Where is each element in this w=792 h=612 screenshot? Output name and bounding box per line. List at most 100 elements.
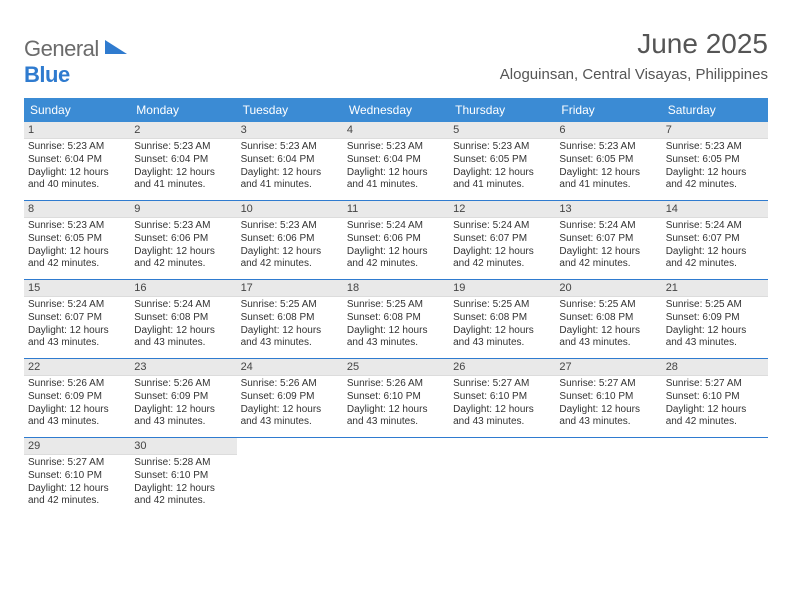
day-dl2: and 41 minutes. [559, 179, 657, 192]
day-sunrise: Sunrise: 5:23 AM [241, 141, 339, 154]
day-dl2: and 42 minutes. [453, 258, 551, 271]
day-body: Sunrise: 5:23 AMSunset: 6:06 PMDaylight:… [237, 218, 343, 276]
day-sunrise: Sunrise: 5:28 AM [134, 457, 232, 470]
day-sunset: Sunset: 6:06 PM [134, 233, 232, 246]
day-sunrise: Sunrise: 5:23 AM [28, 220, 126, 233]
day-number: 16 [130, 280, 236, 297]
day-dl1: Daylight: 12 hours [453, 246, 551, 259]
day-dl1: Daylight: 12 hours [241, 325, 339, 338]
day-sunset: Sunset: 6:07 PM [28, 312, 126, 325]
day-body: Sunrise: 5:25 AMSunset: 6:08 PMDaylight:… [343, 297, 449, 355]
day-dl1: Daylight: 12 hours [28, 246, 126, 259]
day-sunset: Sunset: 6:08 PM [241, 312, 339, 325]
day-number: 11 [343, 201, 449, 218]
day-number: 1 [24, 122, 130, 139]
day-sunset: Sunset: 6:08 PM [347, 312, 445, 325]
day-cell: 29Sunrise: 5:27 AMSunset: 6:10 PMDayligh… [24, 438, 130, 516]
day-body: Sunrise: 5:27 AMSunset: 6:10 PMDaylight:… [662, 376, 768, 434]
day-sunrise: Sunrise: 5:25 AM [559, 299, 657, 312]
day-body: Sunrise: 5:24 AMSunset: 6:08 PMDaylight:… [130, 297, 236, 355]
day-sunrise: Sunrise: 5:24 AM [134, 299, 232, 312]
day-number: 12 [449, 201, 555, 218]
day-sunset: Sunset: 6:10 PM [666, 391, 764, 404]
dayhead-friday: Friday [555, 98, 661, 122]
day-body: Sunrise: 5:28 AMSunset: 6:10 PMDaylight:… [130, 455, 236, 513]
week-row: 1Sunrise: 5:23 AMSunset: 6:04 PMDaylight… [24, 122, 768, 201]
day-sunrise: Sunrise: 5:25 AM [241, 299, 339, 312]
day-sunrise: Sunrise: 5:23 AM [453, 141, 551, 154]
day-sunrise: Sunrise: 5:23 AM [28, 141, 126, 154]
page: General Blue June 2025 Aloguinsan, Centr… [0, 0, 792, 536]
day-dl1: Daylight: 12 hours [28, 483, 126, 496]
day-sunset: Sunset: 6:10 PM [134, 470, 232, 483]
day-dl1: Daylight: 12 hours [559, 246, 657, 259]
day-number: 27 [555, 359, 661, 376]
day-number: 29 [24, 438, 130, 455]
day-cell: 11Sunrise: 5:24 AMSunset: 6:06 PMDayligh… [343, 201, 449, 279]
day-sunrise: Sunrise: 5:23 AM [134, 220, 232, 233]
day-body: Sunrise: 5:26 AMSunset: 6:09 PMDaylight:… [24, 376, 130, 434]
day-number: 10 [237, 201, 343, 218]
day-sunset: Sunset: 6:05 PM [453, 154, 551, 167]
day-body: Sunrise: 5:25 AMSunset: 6:08 PMDaylight:… [449, 297, 555, 355]
day-number: 7 [662, 122, 768, 139]
day-dl1: Daylight: 12 hours [134, 246, 232, 259]
day-cell: 7Sunrise: 5:23 AMSunset: 6:05 PMDaylight… [662, 122, 768, 200]
brand-word-1: General [24, 36, 99, 61]
day-body: Sunrise: 5:23 AMSunset: 6:05 PMDaylight:… [24, 218, 130, 276]
day-dl2: and 42 minutes. [559, 258, 657, 271]
day-sunset: Sunset: 6:09 PM [241, 391, 339, 404]
day-number: 2 [130, 122, 236, 139]
day-dl2: and 42 minutes. [347, 258, 445, 271]
day-dl2: and 42 minutes. [134, 495, 232, 508]
page-title: June 2025 [500, 28, 768, 60]
day-dl1: Daylight: 12 hours [28, 167, 126, 180]
day-cell: 25Sunrise: 5:26 AMSunset: 6:10 PMDayligh… [343, 359, 449, 437]
day-cell: 27Sunrise: 5:27 AMSunset: 6:10 PMDayligh… [555, 359, 661, 437]
day-body: Sunrise: 5:23 AMSunset: 6:04 PMDaylight:… [237, 139, 343, 197]
day-sunrise: Sunrise: 5:23 AM [559, 141, 657, 154]
day-cell: 9Sunrise: 5:23 AMSunset: 6:06 PMDaylight… [130, 201, 236, 279]
day-sunset: Sunset: 6:07 PM [453, 233, 551, 246]
day-dl2: and 43 minutes. [28, 337, 126, 350]
day-number: 13 [555, 201, 661, 218]
page-subtitle: Aloguinsan, Central Visayas, Philippines [500, 66, 768, 83]
day-dl2: and 43 minutes. [347, 416, 445, 429]
brand-triangle-icon [105, 40, 127, 54]
day-dl1: Daylight: 12 hours [666, 325, 764, 338]
day-dl2: and 40 minutes. [28, 179, 126, 192]
day-sunrise: Sunrise: 5:23 AM [347, 141, 445, 154]
day-dl2: and 42 minutes. [28, 495, 126, 508]
day-dl1: Daylight: 12 hours [347, 325, 445, 338]
day-dl2: and 43 minutes. [241, 337, 339, 350]
day-dl2: and 43 minutes. [134, 416, 232, 429]
day-cell: 1Sunrise: 5:23 AMSunset: 6:04 PMDaylight… [24, 122, 130, 200]
day-body: Sunrise: 5:24 AMSunset: 6:07 PMDaylight:… [662, 218, 768, 276]
day-body: Sunrise: 5:27 AMSunset: 6:10 PMDaylight:… [555, 376, 661, 434]
brand-word-2: Blue [24, 62, 70, 87]
day-sunset: Sunset: 6:09 PM [134, 391, 232, 404]
day-dl1: Daylight: 12 hours [134, 167, 232, 180]
day-body: Sunrise: 5:23 AMSunset: 6:05 PMDaylight:… [662, 139, 768, 197]
day-body: Sunrise: 5:25 AMSunset: 6:09 PMDaylight:… [662, 297, 768, 355]
day-sunrise: Sunrise: 5:24 AM [28, 299, 126, 312]
day-dl1: Daylight: 12 hours [347, 246, 445, 259]
day-dl2: and 42 minutes. [241, 258, 339, 271]
day-cell: 18Sunrise: 5:25 AMSunset: 6:08 PMDayligh… [343, 280, 449, 358]
day-dl2: and 41 minutes. [347, 179, 445, 192]
day-body: Sunrise: 5:23 AMSunset: 6:04 PMDaylight:… [130, 139, 236, 197]
day-sunrise: Sunrise: 5:23 AM [666, 141, 764, 154]
dayhead-tuesday: Tuesday [237, 98, 343, 122]
day-dl2: and 42 minutes. [28, 258, 126, 271]
day-body: Sunrise: 5:27 AMSunset: 6:10 PMDaylight:… [449, 376, 555, 434]
day-number: 4 [343, 122, 449, 139]
day-sunset: Sunset: 6:10 PM [453, 391, 551, 404]
weeks-container: 1Sunrise: 5:23 AMSunset: 6:04 PMDaylight… [24, 122, 768, 516]
day-dl2: and 41 minutes. [134, 179, 232, 192]
day-number: 6 [555, 122, 661, 139]
day-cell: 3Sunrise: 5:23 AMSunset: 6:04 PMDaylight… [237, 122, 343, 200]
day-dl1: Daylight: 12 hours [241, 167, 339, 180]
day-dl1: Daylight: 12 hours [453, 325, 551, 338]
day-sunrise: Sunrise: 5:24 AM [453, 220, 551, 233]
day-number: 3 [237, 122, 343, 139]
